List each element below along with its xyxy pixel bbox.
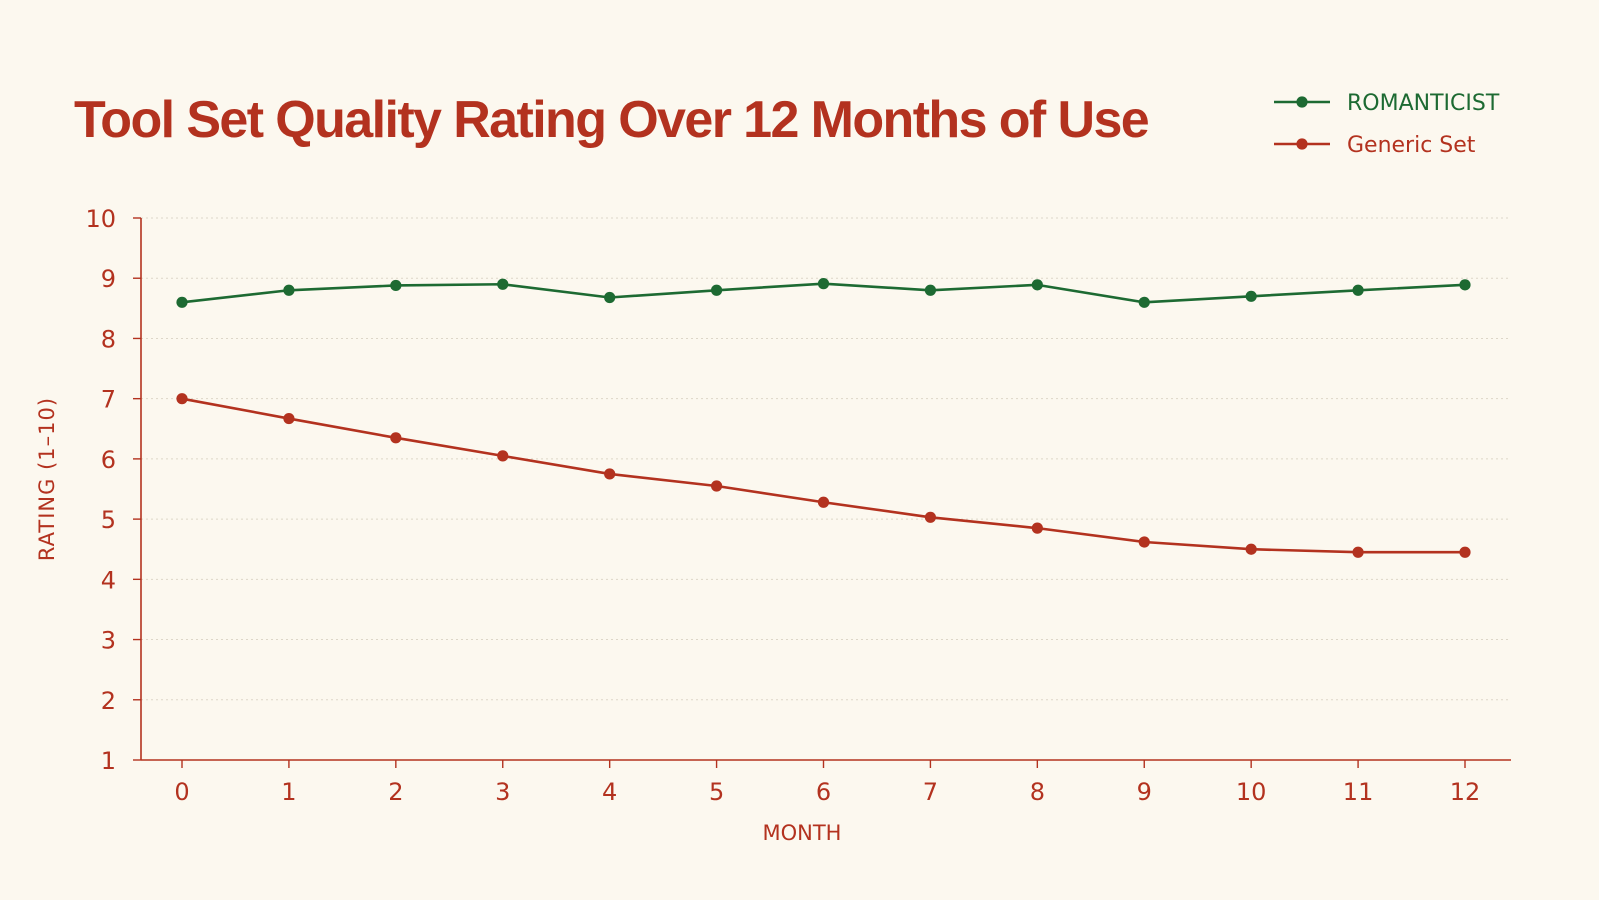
x-axis-ticks: 0 1 2 3 4 5 6 7 8 9 10 11 12 — [174, 760, 1480, 806]
data-point — [1459, 546, 1471, 558]
y-tick-label: 2 — [101, 687, 116, 715]
legend-label: ROMANTICIST — [1347, 91, 1500, 116]
grid — [141, 217, 1511, 701]
y-tick-label: 1 — [101, 747, 116, 775]
x-tick-label: 0 — [174, 778, 189, 806]
data-point — [176, 393, 188, 405]
x-tick-label: 2 — [388, 778, 403, 806]
chart-title: Tool Set Quality Rating Over 12 Months o… — [74, 91, 1149, 149]
data-point — [283, 412, 295, 425]
data-point — [604, 291, 616, 304]
legend-item: ROMANTICIST — [1274, 91, 1500, 116]
data-point — [1245, 543, 1257, 555]
data-point — [283, 284, 295, 296]
x-tick-label: 5 — [709, 778, 724, 806]
data-point — [1459, 279, 1471, 291]
data-point — [497, 450, 509, 462]
x-tick-label: 11 — [1343, 778, 1374, 806]
data-point — [1245, 290, 1257, 302]
y-tick-label: 10 — [85, 205, 116, 233]
data-point — [817, 496, 830, 508]
data-point — [817, 278, 830, 290]
x-tick-label: 12 — [1450, 778, 1481, 806]
data-point — [710, 480, 723, 492]
legend: ROMANTICIST Generic Set — [1274, 91, 1500, 158]
series-generic-set — [176, 393, 1471, 558]
data-point — [1352, 284, 1364, 296]
y-tick-label: 5 — [101, 506, 116, 534]
y-tick-label: 7 — [101, 386, 116, 414]
x-tick-label: 8 — [1030, 778, 1045, 806]
data-point — [924, 284, 937, 296]
x-tick-label: 9 — [1137, 778, 1152, 806]
data-point — [1352, 546, 1364, 558]
legend-swatch-dot — [1296, 138, 1308, 150]
legend-label: Generic Set — [1347, 133, 1476, 158]
data-point — [390, 279, 402, 292]
series — [176, 278, 1471, 558]
x-tick-label: 6 — [816, 778, 831, 806]
data-point — [1138, 536, 1150, 548]
y-tick-label: 8 — [101, 325, 116, 353]
data-point — [1138, 296, 1150, 308]
y-tick-label: 4 — [101, 566, 116, 594]
series-line — [180, 397, 1467, 554]
data-point — [390, 432, 402, 444]
data-point — [1031, 522, 1043, 534]
data-point — [604, 468, 616, 480]
y-tick-label: 6 — [101, 446, 116, 474]
data-point — [924, 511, 937, 523]
data-point — [710, 284, 723, 296]
y-tick-label: 9 — [101, 265, 116, 293]
series-romanticist — [176, 278, 1471, 308]
axes — [140, 218, 1511, 761]
x-tick-label: 4 — [602, 778, 617, 806]
data-point — [1031, 279, 1043, 291]
y-tick-label: 3 — [101, 627, 116, 655]
y-axis-title: RATING (1–10) — [35, 397, 59, 561]
x-tick-label: 10 — [1236, 778, 1267, 806]
x-axis-title: MONTH — [763, 821, 842, 845]
data-point — [497, 278, 509, 290]
legend-item: Generic Set — [1274, 133, 1476, 158]
y-axis-ticks: 1 2 3 4 5 6 7 8 9 10 — [85, 205, 141, 775]
x-tick-label: 1 — [281, 778, 296, 806]
data-point — [176, 296, 188, 308]
x-tick-label: 7 — [923, 778, 938, 806]
legend-swatch-dot — [1296, 96, 1308, 108]
x-tick-label: 3 — [495, 778, 510, 806]
